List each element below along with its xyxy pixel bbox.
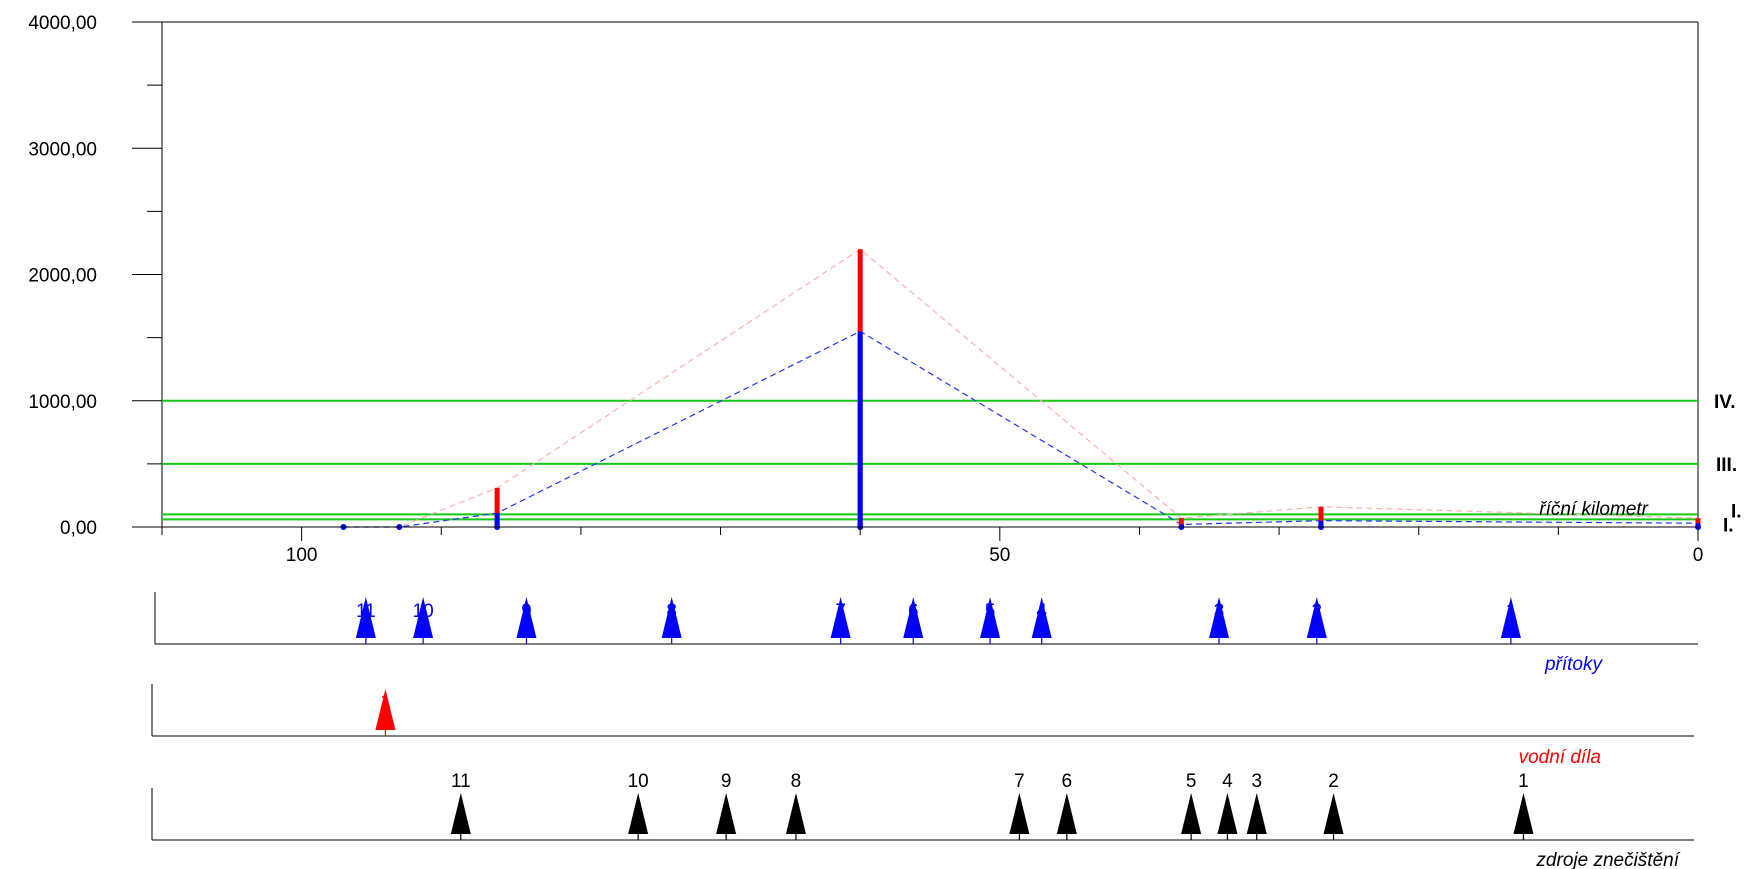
track-marker-label: 8 bbox=[791, 771, 802, 792]
pollution-sources-track: 11 10 9 8 7 6 5 4 3 2 1 zdroje znečištění bbox=[151, 771, 1694, 869]
track-marker-label: 4 bbox=[1222, 771, 1233, 792]
track-marker-label: 10 bbox=[628, 771, 649, 792]
track-marker-label: 5 bbox=[1186, 771, 1197, 792]
x-tick-label: 0 bbox=[1693, 545, 1704, 566]
track-marker-triangle bbox=[1246, 793, 1267, 834]
track-marker-triangle bbox=[1031, 597, 1052, 638]
track-marker-triangle bbox=[785, 793, 806, 834]
track-marker-triangle bbox=[980, 597, 1001, 638]
class-line-label: I. bbox=[1731, 501, 1742, 522]
track-marker-triangle bbox=[1181, 793, 1202, 834]
track-marker-triangle bbox=[413, 597, 434, 638]
track-marker-label: 7 bbox=[1014, 771, 1025, 792]
track-marker-triangle bbox=[716, 793, 737, 834]
track-marker-triangle bbox=[1056, 793, 1077, 834]
main-plot-axes: 0,00 1000,00 2000,00 3000,00 4000,00 bbox=[28, 13, 1699, 539]
track-marker-triangle bbox=[1323, 793, 1344, 834]
track-marker-triangle bbox=[628, 793, 649, 834]
waterworks-track: 1 vodní díla bbox=[151, 684, 1694, 768]
track-title: přítoky bbox=[1544, 654, 1604, 675]
track-title: zdroje znečištění bbox=[1535, 850, 1680, 869]
track-marker-triangle bbox=[1513, 793, 1534, 834]
track-marker-label: 10 bbox=[413, 601, 434, 622]
track-marker-label: 6 bbox=[908, 601, 919, 622]
track-marker-triangle bbox=[903, 597, 924, 638]
x-axis-title: říční kilometr bbox=[1539, 499, 1648, 520]
track-marker-triangle bbox=[355, 597, 376, 638]
track-marker-triangle bbox=[375, 689, 396, 730]
series-blue-profile bbox=[343, 330, 1699, 528]
x-tick-label: 50 bbox=[989, 545, 1010, 566]
x-tick-label: 100 bbox=[286, 545, 318, 566]
track-marker-label: 2 bbox=[1312, 601, 1323, 622]
track-marker-label: 3 bbox=[1214, 601, 1225, 622]
tributaries-track: 11 10 9 8 7 6 5 4 3 2 1 přítoky bbox=[154, 592, 1698, 675]
series-layer bbox=[340, 248, 1701, 530]
track-marker-label: 9 bbox=[521, 601, 532, 622]
track-marker-label: 7 bbox=[835, 601, 846, 622]
y-tick-label: 0,00 bbox=[60, 518, 97, 539]
track-marker-label: 6 bbox=[1062, 771, 1073, 792]
class-line-label: III. bbox=[1716, 455, 1737, 476]
track-marker-label: 4 bbox=[1036, 601, 1047, 622]
track-marker-triangle bbox=[830, 597, 851, 638]
x-axis: 100 50 0 říční kilometr bbox=[161, 499, 1704, 566]
track-marker-triangle bbox=[1009, 793, 1030, 834]
track-marker-triangle bbox=[1500, 597, 1521, 638]
class-line-label: I. bbox=[1723, 515, 1734, 536]
track-marker-label: 8 bbox=[666, 601, 677, 622]
series-red-profile bbox=[343, 248, 1699, 528]
track-marker-triangle bbox=[516, 597, 537, 638]
y-tick-label: 2000,00 bbox=[28, 266, 97, 287]
y-tick-label: 4000,00 bbox=[28, 13, 97, 34]
track-marker-label: 11 bbox=[451, 771, 471, 792]
track-marker-label: 11 bbox=[356, 601, 376, 622]
track-marker-label: 5 bbox=[985, 601, 996, 622]
track-marker-triangle bbox=[450, 793, 471, 834]
track-marker-label: 3 bbox=[1251, 771, 1262, 792]
track-marker-label: 2 bbox=[1328, 771, 1339, 792]
track-marker-triangle bbox=[1306, 597, 1327, 638]
track-marker-triangle bbox=[1209, 597, 1230, 638]
class-line-label: IV. bbox=[1714, 392, 1736, 413]
track-marker-label: 1 bbox=[1518, 771, 1529, 792]
track-marker-triangle bbox=[1217, 793, 1238, 834]
class-lines: IV. III. I.I. bbox=[162, 392, 1742, 536]
track-marker-label: 9 bbox=[721, 771, 732, 792]
track-marker-label: 1 bbox=[380, 692, 391, 713]
track-marker-label: 1 bbox=[1506, 601, 1517, 622]
track-title: vodní díla bbox=[1519, 747, 1601, 768]
y-tick-label: 1000,00 bbox=[28, 392, 97, 413]
y-tick-label: 3000,00 bbox=[28, 139, 97, 160]
track-marker-triangle bbox=[661, 597, 682, 638]
